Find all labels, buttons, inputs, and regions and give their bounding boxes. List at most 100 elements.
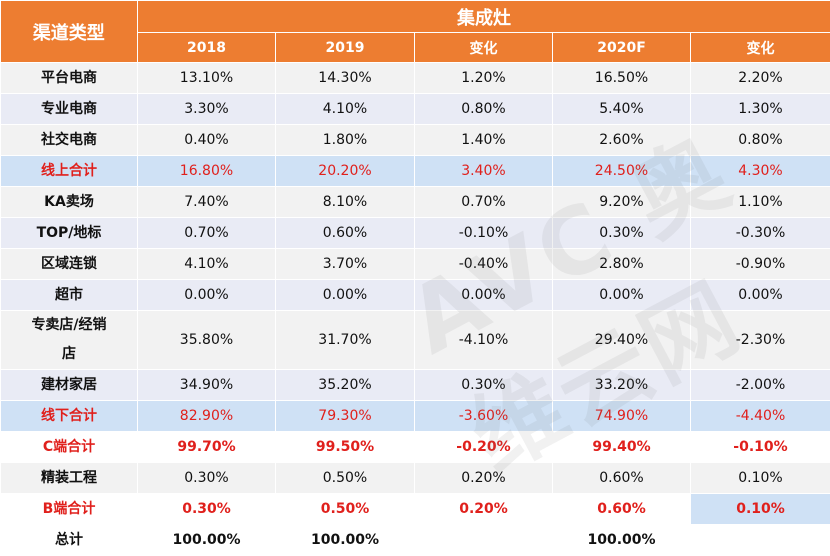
row-label: 线下合计 <box>1 401 138 432</box>
table-cell: 13.10% <box>138 63 276 94</box>
row-label: 建材家居 <box>1 370 138 401</box>
row-label: 社交电商 <box>1 125 138 156</box>
table-cell: 0.20% <box>415 463 553 494</box>
table-cell: -2.30% <box>691 311 830 370</box>
col-header-2020f: 2020F <box>553 33 691 63</box>
col-header-2019: 2019 <box>276 33 415 63</box>
table-cell: 35.80% <box>138 311 276 370</box>
table-cell: 0.70% <box>138 218 276 249</box>
row-label: KA卖场 <box>1 187 138 218</box>
row-label: C端合计 <box>1 432 138 463</box>
row-label: 总计 <box>1 525 138 556</box>
table-cell: 8.10% <box>276 187 415 218</box>
row-label: 专卖店/经销店 <box>1 311 138 370</box>
table-cell: 16.50% <box>553 63 691 94</box>
table-cell: 0.80% <box>691 125 830 156</box>
table-cell: 0.30% <box>553 218 691 249</box>
table-cell: 4.30% <box>691 156 830 187</box>
table-cell: 0.40% <box>138 125 276 156</box>
table-cell: 3.30% <box>138 94 276 125</box>
table-cell: 1.20% <box>415 63 553 94</box>
table-cell: -0.90% <box>691 249 830 280</box>
table-cell: 5.40% <box>553 94 691 125</box>
table-cell: 100.00% <box>138 525 276 556</box>
table-cell: 99.40% <box>553 432 691 463</box>
table-cell: -4.10% <box>415 311 553 370</box>
table-cell: 3.70% <box>276 249 415 280</box>
table-cell: 99.50% <box>276 432 415 463</box>
row-label: 精装工程 <box>1 463 138 494</box>
col-header-2018: 2018 <box>138 33 276 63</box>
table-cell: 35.20% <box>276 370 415 401</box>
row-label: 线上合计 <box>1 156 138 187</box>
table-cell: 7.40% <box>138 187 276 218</box>
row-label: 区域连锁 <box>1 249 138 280</box>
table-cell: -2.00% <box>691 370 830 401</box>
table-cell: 0.30% <box>415 370 553 401</box>
table-cell: 0.30% <box>138 494 276 525</box>
table-cell: 1.40% <box>415 125 553 156</box>
row-label: 平台电商 <box>1 63 138 94</box>
row-label: 专业电商 <box>1 94 138 125</box>
table-cell: 0.60% <box>553 463 691 494</box>
group-header: 集成灶 <box>138 1 830 33</box>
table-cell: 20.20% <box>276 156 415 187</box>
table-cell: 100.00% <box>276 525 415 556</box>
table-cell: 4.10% <box>276 94 415 125</box>
table-cell: -0.40% <box>415 249 553 280</box>
table-cell: 0.20% <box>415 494 553 525</box>
table-cell: 0.60% <box>276 218 415 249</box>
table-cell <box>415 525 553 556</box>
table-cell: 34.90% <box>138 370 276 401</box>
table-cell: 0.00% <box>553 280 691 311</box>
table-cell: 24.50% <box>553 156 691 187</box>
table-cell: -0.10% <box>415 218 553 249</box>
table-cell: 14.30% <box>276 63 415 94</box>
table-cell: 0.50% <box>276 463 415 494</box>
row-label: 超市 <box>1 280 138 311</box>
table-cell: 0.10% <box>691 463 830 494</box>
table-cell: 0.50% <box>276 494 415 525</box>
table-cell: 16.80% <box>138 156 276 187</box>
table-cell: 0.00% <box>691 280 830 311</box>
row-label: TOP/地标 <box>1 218 138 249</box>
table-cell: -0.20% <box>415 432 553 463</box>
table-cell: 82.90% <box>138 401 276 432</box>
table-cell: 0.70% <box>415 187 553 218</box>
table-cell: -4.40% <box>691 401 830 432</box>
table-cell: 29.40% <box>553 311 691 370</box>
table-cell: -0.10% <box>691 432 830 463</box>
table-cell: 74.90% <box>553 401 691 432</box>
table-cell: 99.70% <box>138 432 276 463</box>
col-header-change-1: 变化 <box>415 33 553 63</box>
table-cell: 0.60% <box>553 494 691 525</box>
table-cell: 33.20% <box>553 370 691 401</box>
row-label: B端合计 <box>1 494 138 525</box>
table-cell: 0.10% <box>691 494 830 525</box>
table-cell: 0.80% <box>415 94 553 125</box>
table-cell: -0.30% <box>691 218 830 249</box>
table-cell: 1.80% <box>276 125 415 156</box>
col-header-change-2: 变化 <box>691 33 830 63</box>
table-cell: 100.00% <box>553 525 691 556</box>
table-cell: 31.70% <box>276 311 415 370</box>
table-cell: 0.00% <box>276 280 415 311</box>
table-cell: 0.00% <box>138 280 276 311</box>
table-cell: 0.30% <box>138 463 276 494</box>
channel-type-header: 渠道类型 <box>1 1 138 63</box>
